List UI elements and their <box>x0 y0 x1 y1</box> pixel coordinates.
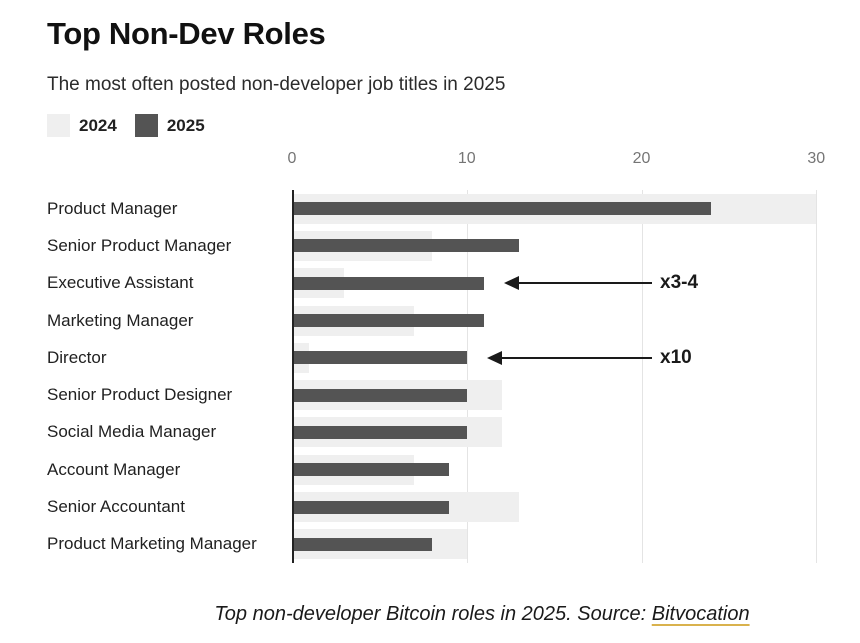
arrow-line <box>517 282 652 285</box>
category-label: Senior Accountant <box>47 497 185 517</box>
legend: 2024 2025 <box>47 114 205 137</box>
plot-area: x3-4 x10 <box>292 190 825 563</box>
category-label: Product Manager <box>47 198 178 218</box>
x-tick-20: 20 <box>632 150 651 167</box>
annotation-label: x10 <box>660 346 692 368</box>
bar-row <box>292 488 825 525</box>
legend-swatch-2025 <box>134 114 158 137</box>
bar-2025 <box>292 537 432 551</box>
x-tick-0: 0 <box>287 150 297 167</box>
bar-2025 <box>292 351 467 365</box>
category-label: Product Marketing Manager <box>47 534 257 554</box>
y-axis-line <box>292 190 294 563</box>
legend-item-2025: 2025 <box>134 114 205 137</box>
caption: Top non-developer Bitcoin roles in 2025.… <box>104 603 860 626</box>
legend-swatch-2024 <box>47 114 70 137</box>
bar-2025 <box>292 239 520 253</box>
source-link[interactable]: Bitvocation <box>651 603 750 625</box>
bar-2025 <box>292 500 450 514</box>
category-label: Senior Product Designer <box>47 385 233 405</box>
category-label: Account Manager <box>47 459 181 479</box>
category-label: Senior Product Manager <box>47 235 232 255</box>
legend-item-2024: 2024 <box>47 114 117 137</box>
arrow-left-icon <box>504 276 520 291</box>
x-tick-10: 10 <box>457 150 476 167</box>
chart-subtitle: The most often posted non-developer job … <box>47 74 506 95</box>
legend-label-2025: 2025 <box>166 115 205 135</box>
gridline-20 <box>641 190 643 563</box>
gridline-10 <box>466 190 468 563</box>
category-label: Social Media Manager <box>47 422 217 442</box>
bar-row <box>292 265 825 302</box>
bar-2025 <box>292 314 485 328</box>
category-label: Marketing Manager <box>47 310 194 330</box>
bar-2025 <box>292 463 450 477</box>
bar-2025 <box>292 202 712 216</box>
bar-row <box>292 377 825 414</box>
legend-label-2024: 2024 <box>79 115 117 135</box>
x-axis-ticks: 0 10 20 30 <box>288 150 826 170</box>
category-label: Executive Assistant <box>47 273 194 293</box>
bar-row <box>292 302 825 339</box>
caption-text: Top non-developer Bitcoin roles in 2025.… <box>214 603 652 625</box>
arrow-left-icon <box>486 350 502 365</box>
gridline-30 <box>816 190 818 563</box>
arrow-line <box>499 356 652 359</box>
bar-2025 <box>292 425 467 439</box>
annotation-label: x3-4 <box>660 272 699 294</box>
bar-row <box>292 526 825 563</box>
x-tick-30: 30 <box>807 150 826 167</box>
bar-row <box>292 227 825 264</box>
chart-title: Top Non-Dev Roles <box>47 16 326 51</box>
bar-row <box>292 451 825 488</box>
bar-row <box>292 190 825 227</box>
category-label: Director <box>47 347 107 367</box>
bar-2025 <box>292 276 485 290</box>
bar-2025 <box>292 388 467 402</box>
bar-row <box>292 339 825 376</box>
bar-row <box>292 414 825 451</box>
category-labels: Product Manager Senior Product Manager Exe… <box>47 190 285 563</box>
